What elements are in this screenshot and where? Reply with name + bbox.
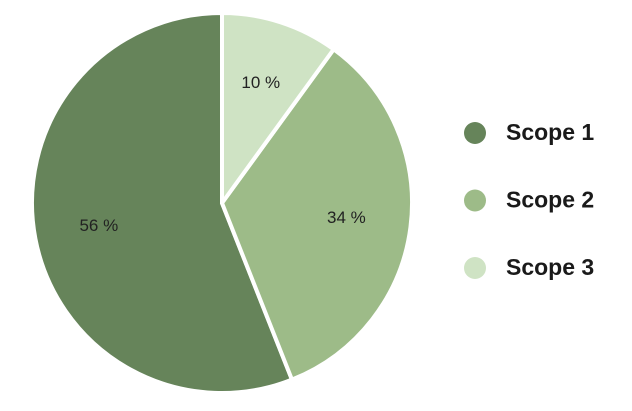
pie-slice	[220, 11, 336, 205]
legend-swatch	[464, 189, 486, 212]
slice-label: 56 %	[79, 216, 118, 235]
legend-swatch	[464, 257, 486, 279]
legend-swatch	[464, 122, 486, 144]
slice-label: 34 %	[327, 208, 366, 227]
slice-label: 10 %	[241, 73, 280, 92]
pie-slice	[30, 11, 294, 395]
legend-label: Scope 3	[506, 254, 594, 280]
pie-slice	[220, 47, 414, 382]
legend-label: Scope 2	[506, 187, 594, 213]
legend-label: Scope 1	[506, 119, 594, 145]
